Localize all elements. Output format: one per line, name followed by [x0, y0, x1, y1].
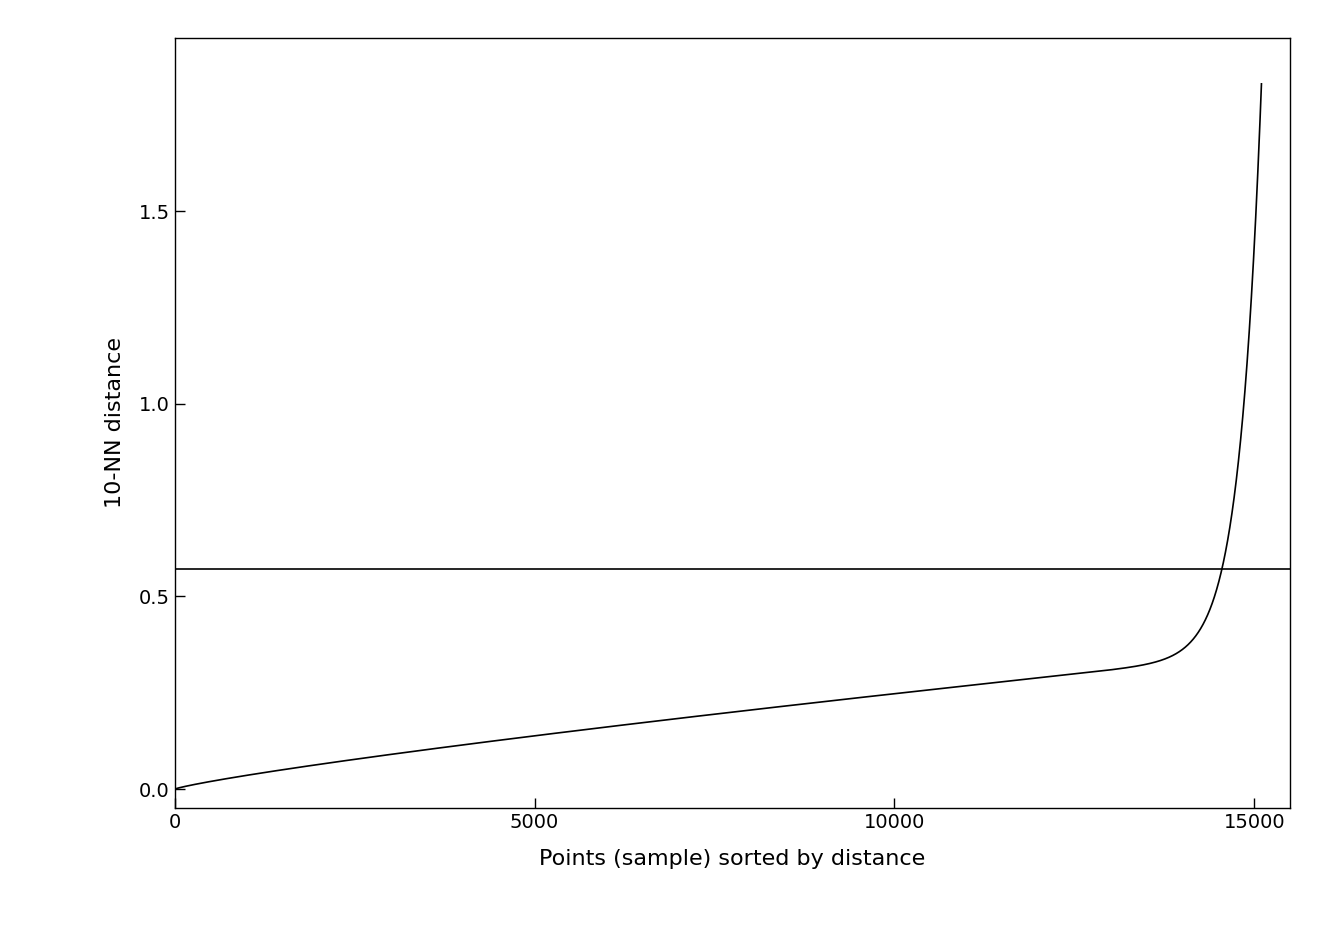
Y-axis label: 10-NN distance: 10-NN distance: [105, 337, 125, 509]
X-axis label: Points (sample) sorted by distance: Points (sample) sorted by distance: [539, 849, 926, 869]
